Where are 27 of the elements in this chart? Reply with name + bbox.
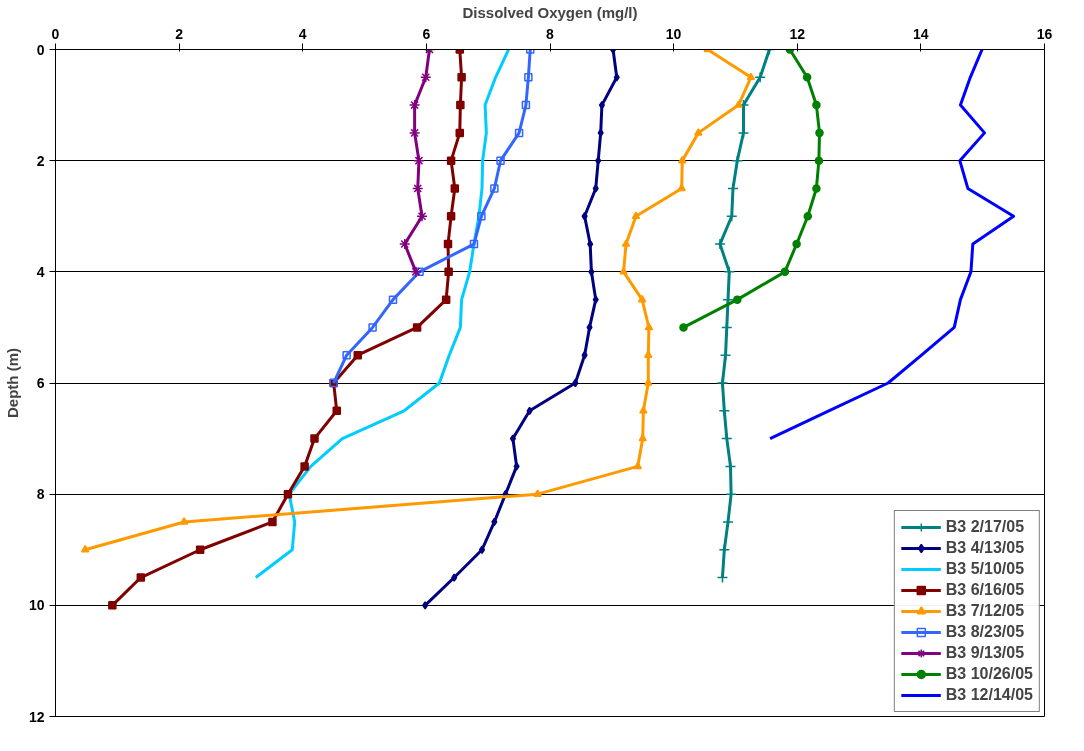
- legend-label: B3 12/14/05: [945, 685, 1033, 705]
- y-tick-label: 8: [36, 486, 45, 503]
- legend-label: B3 10/26/05: [945, 664, 1033, 684]
- legend-label: B3 2/17/05: [945, 517, 1025, 537]
- legend-label: B3 7/12/05: [945, 601, 1025, 621]
- x-tick-label: 8: [546, 25, 555, 42]
- x-tick-label: 0: [51, 25, 60, 42]
- legend-label: B3 8/23/05: [945, 622, 1025, 642]
- x-tick-label: 4: [298, 25, 307, 42]
- legend-label: B3 4/13/05: [945, 538, 1025, 558]
- y-axis-title: Depth (m): [3, 348, 21, 418]
- y-tick-label: 6: [36, 375, 45, 391]
- x-tick-label: 16: [1036, 25, 1053, 42]
- y-tick-label: 0: [36, 41, 45, 58]
- x-tick-label: 2: [175, 25, 184, 42]
- x-tick-label: 10: [665, 25, 682, 42]
- x-axis-title: Dissolved Oxygen (mg/l): [462, 3, 638, 21]
- x-tick-label: 14: [913, 25, 929, 42]
- y-tick-label: 10: [28, 597, 45, 614]
- y-tick-label: 2: [36, 152, 45, 169]
- legend-label: B3 6/16/05: [945, 580, 1025, 600]
- y-tick-label: 12: [28, 708, 45, 725]
- legend-label: B3 9/13/05: [945, 643, 1025, 663]
- x-tick-label: 6: [422, 25, 431, 42]
- y-tick-label: 4: [36, 263, 45, 280]
- legend-label: B3 5/10/05: [945, 559, 1025, 579]
- x-tick-label: 12: [789, 25, 806, 42]
